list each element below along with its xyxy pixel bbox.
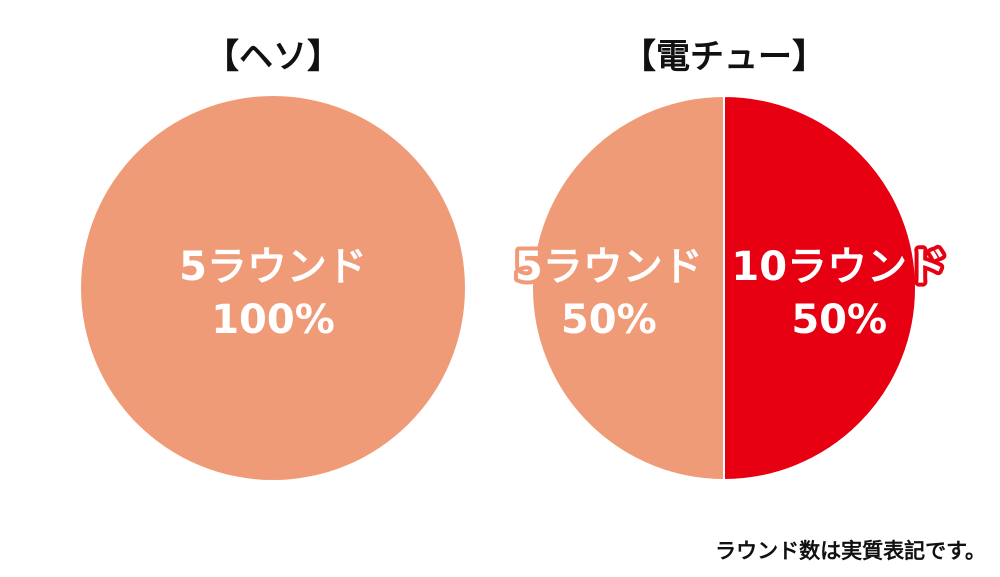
slice-value-label: 100% xyxy=(211,297,335,343)
pie-slice xyxy=(81,96,465,480)
slice-value-label: 50% xyxy=(791,297,887,343)
pie-title: 【ヘソ】 xyxy=(205,37,341,77)
slice-value-label: 50% xyxy=(561,297,657,343)
pie-slice xyxy=(723,94,917,482)
slice-category-label: 5ラウンド xyxy=(179,244,367,290)
footnote: ラウンド数は実質表記です。 xyxy=(715,539,986,563)
slice-category-label: 10ラウンド xyxy=(731,244,947,290)
slice-category-label: 5ラウンド xyxy=(515,244,703,290)
pie-slice xyxy=(531,94,725,482)
pie-title: 【電チュー】 xyxy=(622,37,826,77)
